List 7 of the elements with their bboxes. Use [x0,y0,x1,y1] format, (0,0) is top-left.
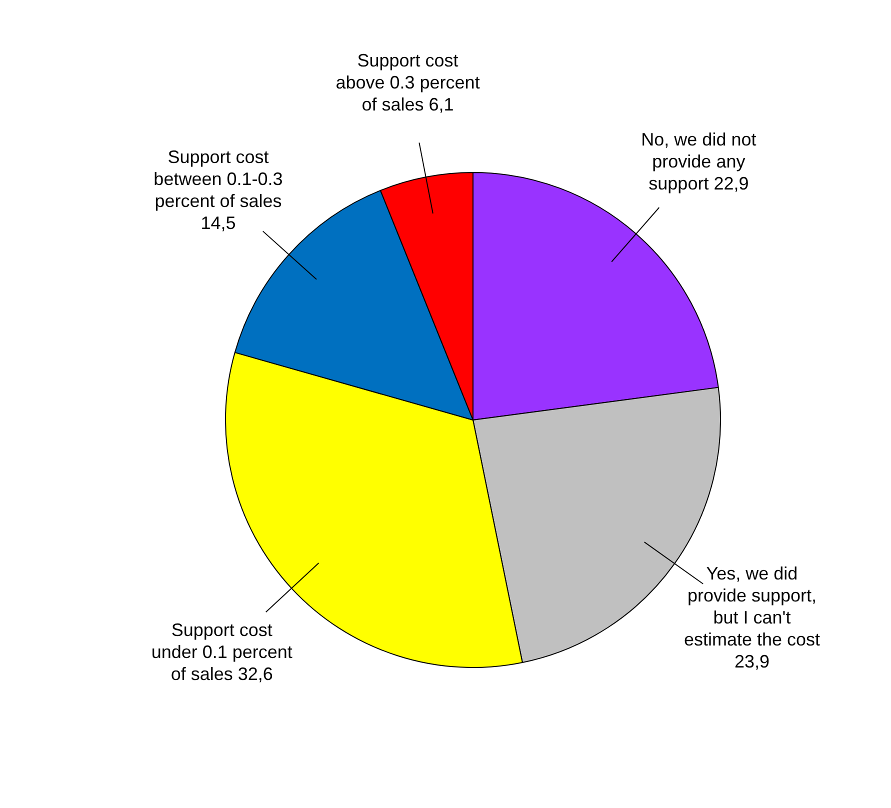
slice-label: No, we did not provide any support 22,9 [641,129,756,194]
data-label: 23,9 [734,652,770,672]
slice-label: Support cost above 0.3 percent of sales 6,1 [336,50,480,115]
slice-label: Yes, we did provide support, but I can't estimate the cost [684,564,820,650]
slice-label: Support cost under 0.1 percent of sales 32,6 [151,620,292,684]
data-label: 14,5 [200,213,236,234]
slice-label: Support cost between 0.1-0.3 percent of sales [154,147,283,212]
